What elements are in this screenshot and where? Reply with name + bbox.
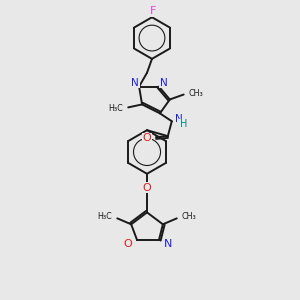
- Text: H₃C: H₃C: [98, 212, 112, 221]
- Text: H₃C: H₃C: [109, 104, 123, 113]
- Text: O: O: [143, 183, 152, 193]
- Text: CH₃: CH₃: [182, 212, 196, 221]
- Text: CH₃: CH₃: [189, 89, 203, 98]
- Text: N: N: [175, 114, 182, 124]
- Text: O: O: [123, 239, 132, 249]
- Text: N: N: [131, 78, 139, 88]
- Text: H: H: [180, 119, 187, 129]
- Text: F: F: [150, 6, 156, 16]
- Text: N: N: [160, 78, 168, 88]
- Text: O: O: [142, 133, 151, 143]
- Text: N: N: [164, 239, 172, 249]
